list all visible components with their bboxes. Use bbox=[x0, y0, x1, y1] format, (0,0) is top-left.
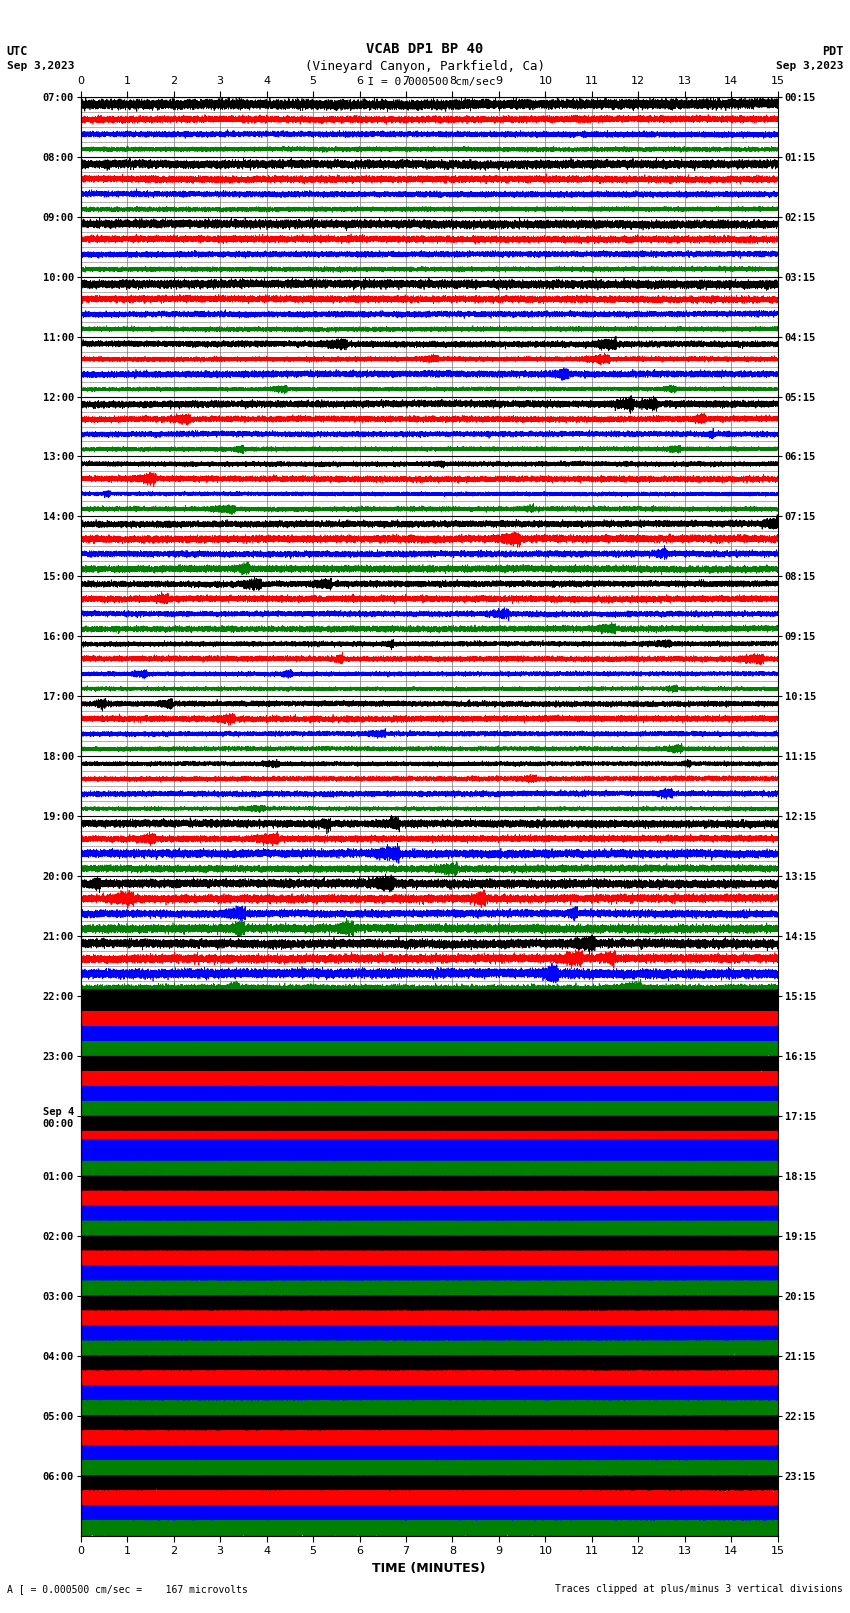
Text: Traces clipped at plus/minus 3 vertical divisions: Traces clipped at plus/minus 3 vertical … bbox=[555, 1584, 843, 1594]
Text: PDT: PDT bbox=[822, 45, 843, 58]
Text: (Vineyard Canyon, Parkfield, Ca): (Vineyard Canyon, Parkfield, Ca) bbox=[305, 60, 545, 73]
Text: UTC: UTC bbox=[7, 45, 28, 58]
Text: VCAB DP1 BP 40: VCAB DP1 BP 40 bbox=[366, 42, 484, 56]
Text: Sep 3,2023: Sep 3,2023 bbox=[7, 61, 74, 71]
Text: Sep 3,2023: Sep 3,2023 bbox=[776, 61, 843, 71]
Text: I = 0.000500 cm/sec: I = 0.000500 cm/sec bbox=[354, 77, 496, 87]
Text: A [ = 0.000500 cm/sec =    167 microvolts: A [ = 0.000500 cm/sec = 167 microvolts bbox=[7, 1584, 247, 1594]
X-axis label: TIME (MINUTES): TIME (MINUTES) bbox=[372, 1561, 486, 1574]
